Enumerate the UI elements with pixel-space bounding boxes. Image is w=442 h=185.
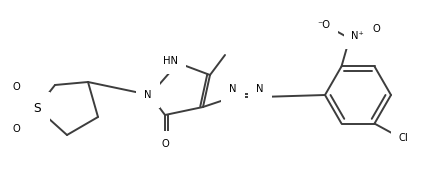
Text: O: O bbox=[373, 24, 381, 34]
Text: N: N bbox=[256, 84, 264, 94]
Text: Cl: Cl bbox=[399, 133, 408, 143]
Text: S: S bbox=[33, 102, 41, 115]
Text: ⁻O: ⁻O bbox=[317, 20, 330, 30]
Text: O: O bbox=[12, 124, 20, 134]
Text: N: N bbox=[144, 90, 152, 100]
Text: O: O bbox=[12, 82, 20, 92]
Text: HN: HN bbox=[163, 56, 178, 66]
Text: O: O bbox=[161, 139, 169, 149]
Text: N: N bbox=[229, 84, 237, 94]
Text: N⁺: N⁺ bbox=[351, 31, 364, 41]
